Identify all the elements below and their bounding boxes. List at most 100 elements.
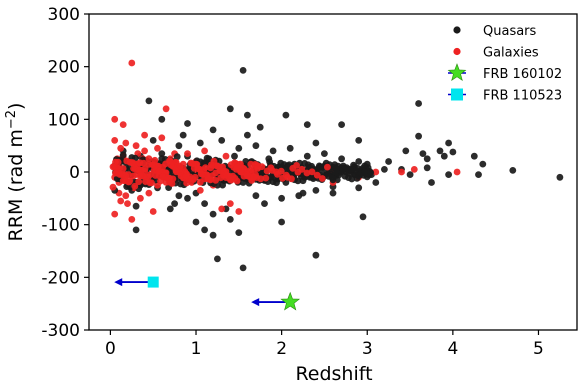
quasars-point (402, 147, 410, 155)
galaxies-point (453, 168, 461, 176)
quasars-point (303, 152, 311, 160)
y-axis-label: RRM (rad m−2) (4, 103, 27, 242)
galaxies-point (111, 115, 119, 123)
quasars-point (171, 200, 179, 208)
quasars-point (202, 159, 209, 167)
galaxies-point (109, 183, 117, 191)
x-tick-label: 1 (191, 339, 202, 359)
galaxies-point (197, 170, 205, 178)
legend-marker-galaxies (453, 47, 461, 56)
quasars-point (173, 153, 181, 161)
y-tick-label: -300 (41, 321, 80, 341)
quasars-point (209, 126, 217, 134)
galaxies-point (212, 177, 220, 184)
galaxies-point (268, 167, 276, 174)
quasars-point (381, 166, 388, 173)
quasars-point (244, 131, 251, 139)
quasars-point (338, 155, 345, 163)
galaxies-point (187, 159, 195, 167)
galaxies-point (410, 166, 418, 173)
legend-marker-frb-160102 (447, 63, 467, 81)
quasars-point (252, 192, 260, 200)
galaxies-point (196, 187, 204, 194)
quasars-point (278, 194, 285, 202)
x-tick-label: 4 (447, 339, 458, 359)
galaxies-point (111, 137, 119, 144)
quasars-point (475, 171, 482, 179)
quasars-point (149, 137, 157, 144)
quasars-point (419, 150, 427, 158)
quasars-point (415, 100, 422, 107)
galaxies-point (184, 150, 191, 158)
quasars-point (269, 178, 277, 186)
x-tick-label: 2 (276, 339, 287, 359)
quasars-point (269, 147, 277, 155)
x-axis-label: Redshift (295, 363, 372, 385)
galaxies-point (135, 178, 143, 186)
x-tick-label: 5 (533, 339, 544, 359)
galaxies-point (141, 131, 149, 139)
galaxies-point (119, 177, 127, 185)
quasars-point (556, 173, 564, 181)
quasars-point (252, 142, 260, 150)
galaxies-point (146, 171, 154, 179)
quasars-point (201, 200, 209, 208)
galaxies-point (313, 171, 321, 179)
quasars-point (329, 189, 337, 197)
galaxies-point (201, 147, 209, 155)
quasars-point (353, 175, 361, 182)
quasars-point (278, 218, 285, 226)
legend-label-galaxies: Galaxies (483, 46, 539, 61)
quasars-point (299, 189, 307, 197)
y-tick-label: 0 (69, 163, 80, 183)
quasars-point (329, 163, 337, 171)
quasars-point (166, 205, 174, 213)
galaxies-point (109, 163, 117, 171)
quasars-point (235, 229, 243, 237)
quasars-point (445, 139, 452, 147)
galaxies-point (187, 178, 195, 185)
quasars-point (239, 264, 247, 272)
frb-160102-arrowhead (251, 298, 260, 307)
quasars-point (361, 168, 369, 176)
galaxies-point (145, 189, 153, 197)
quasars-point (436, 147, 444, 155)
quasars-point (299, 177, 307, 185)
quasars-point (509, 167, 517, 174)
quasars-point (282, 111, 290, 119)
quasars-point (286, 144, 294, 152)
galaxies-point (308, 168, 316, 176)
galaxies-point (208, 161, 215, 169)
x-tick-label: 3 (362, 339, 373, 359)
quasars-point (158, 155, 166, 163)
galaxies-point (162, 160, 170, 168)
galaxies-point (117, 144, 125, 152)
quasars-point (175, 142, 183, 150)
frb-110523-arrowhead (114, 278, 123, 287)
quasars-point (266, 158, 273, 166)
quasars-point (440, 152, 448, 160)
quasars-point (312, 139, 320, 147)
quasars-point (184, 120, 191, 127)
quasars-point (445, 171, 452, 179)
quasars-point (214, 255, 221, 263)
quasars-point (449, 148, 457, 156)
quasars-point (303, 121, 311, 128)
galaxies-point (149, 161, 156, 169)
galaxies-point (303, 169, 311, 177)
quasars-point (218, 137, 226, 144)
galaxies-point (263, 167, 271, 175)
quasars-point (312, 187, 320, 194)
galaxies-point (253, 174, 261, 182)
quasars-point (355, 137, 363, 144)
quasars-point (175, 192, 183, 200)
galaxies-point (223, 171, 231, 179)
quasars-point (201, 226, 209, 234)
galaxies-point (216, 167, 224, 175)
galaxies-point (158, 134, 166, 142)
quasars-point (192, 218, 200, 226)
galaxies-point (162, 179, 170, 186)
quasars-point (479, 160, 487, 168)
y-tick-label: -200 (41, 268, 80, 288)
quasars-point (470, 152, 478, 160)
